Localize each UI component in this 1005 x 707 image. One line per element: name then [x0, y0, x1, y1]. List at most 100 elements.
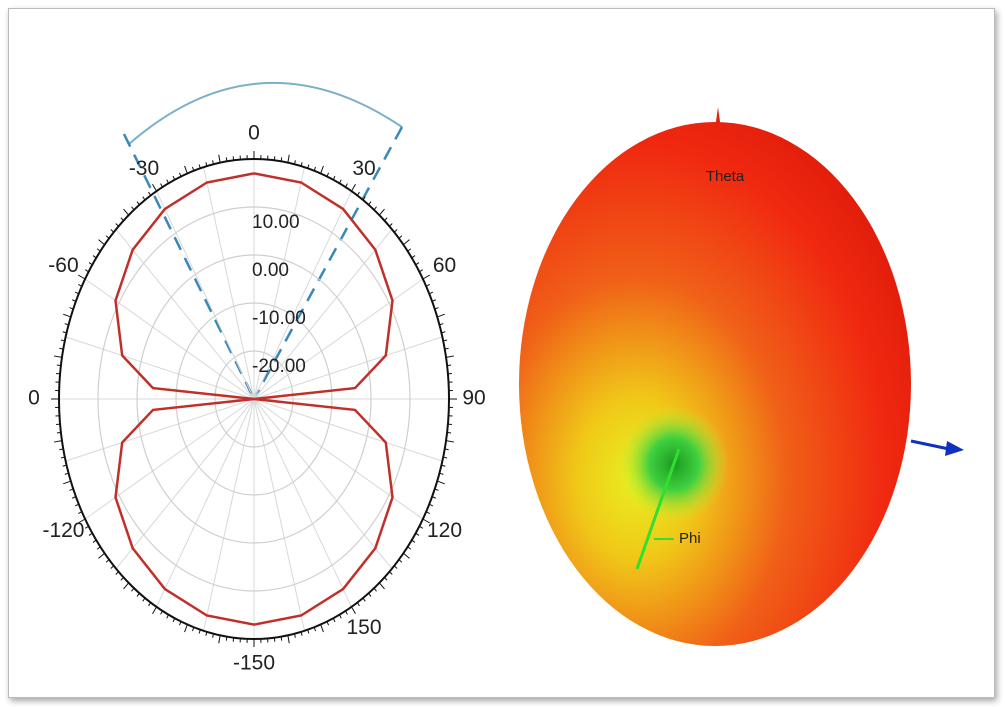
- minor-tick: [327, 173, 328, 177]
- spoke: [254, 399, 352, 607]
- minor-tick: [185, 166, 188, 174]
- minor-tick: [447, 365, 451, 366]
- minor-tick: [143, 598, 145, 601]
- minor-tick: [98, 553, 104, 558]
- minor-tick: [437, 481, 445, 484]
- minor-tick: [121, 577, 124, 580]
- minor-tick: [327, 622, 328, 626]
- minor-tick: [423, 275, 430, 279]
- minor-tick: [394, 566, 397, 569]
- minor-tick: [447, 432, 451, 433]
- minor-tick: [137, 593, 139, 596]
- theta-tick-label: 0: [248, 122, 260, 145]
- r-tick-label: 0.00: [252, 260, 289, 281]
- theta-tick-label: 120: [427, 519, 462, 542]
- minor-tick: [226, 637, 227, 641]
- minor-tick: [54, 441, 62, 442]
- minor-tick: [288, 635, 289, 643]
- minor-tick: [106, 560, 109, 563]
- minor-tick: [374, 207, 376, 210]
- theta-tick-label: -60: [48, 254, 78, 277]
- theta-tick-label: -120: [42, 519, 84, 542]
- theta-tick-label: 150: [346, 616, 381, 639]
- minor-tick: [124, 583, 129, 589]
- minor-tick: [124, 209, 129, 215]
- axis-label: Theta: [706, 168, 745, 185]
- spoke: [85, 399, 254, 519]
- theta-tick-label: -30: [129, 157, 159, 180]
- minor-tick: [153, 607, 157, 614]
- spoke: [254, 279, 423, 399]
- minor-tick: [281, 637, 282, 641]
- minor-tick: [321, 166, 324, 174]
- minor-tick: [111, 566, 114, 569]
- minor-tick: [399, 236, 402, 239]
- minor-tick: [408, 249, 411, 251]
- pattern-3d: Theta Phi: [519, 107, 964, 646]
- minor-tick: [437, 314, 445, 317]
- minor-tick: [63, 314, 71, 317]
- minor-tick: [446, 356, 454, 357]
- minor-tick: [106, 236, 109, 239]
- spoke: [116, 399, 254, 569]
- minor-tick: [352, 184, 356, 191]
- spoke: [85, 279, 254, 399]
- minor-tick: [137, 202, 139, 205]
- minor-tick: [394, 230, 397, 233]
- minor-tick: [153, 184, 157, 191]
- minor-tick: [369, 593, 371, 596]
- spoke: [157, 191, 255, 399]
- minor-tick: [408, 547, 411, 549]
- minor-tick: [288, 155, 289, 163]
- minor-tick: [63, 481, 71, 484]
- minor-tick: [281, 157, 282, 161]
- minor-tick: [446, 441, 454, 442]
- minor-tick: [131, 588, 133, 591]
- minor-tick: [357, 603, 359, 606]
- spoke: [116, 229, 254, 399]
- spoke: [254, 399, 423, 519]
- minor-tick: [389, 572, 392, 575]
- minor-tick: [219, 635, 220, 643]
- chart: Theta Phi 10.000.00-10.00-20.00030609012…: [9, 9, 994, 697]
- minor-tick: [98, 240, 104, 245]
- minor-tick: [111, 230, 114, 233]
- minor-tick: [78, 275, 85, 279]
- r-tick-label: 10.00: [252, 212, 300, 233]
- minor-tick: [116, 572, 119, 575]
- minor-tick: [57, 365, 61, 366]
- minor-tick: [403, 553, 409, 558]
- minor-tick: [352, 607, 356, 614]
- minor-tick: [116, 223, 119, 226]
- minor-tick: [384, 218, 387, 221]
- minor-tick: [149, 603, 151, 606]
- axis-label: Phi: [679, 530, 701, 547]
- minor-tick: [185, 625, 188, 633]
- minor-tick: [179, 173, 180, 177]
- theta-tick-label: 0: [28, 387, 40, 410]
- minor-tick: [226, 157, 227, 161]
- minor-tick: [399, 560, 402, 563]
- minor-tick: [321, 625, 324, 633]
- theta-tick-label: 90: [462, 387, 485, 410]
- minor-tick: [179, 622, 180, 626]
- minor-tick: [143, 197, 145, 200]
- spoke: [254, 399, 392, 569]
- minor-tick: [219, 155, 220, 163]
- minor-tick: [149, 192, 151, 195]
- minor-tick: [379, 583, 384, 589]
- minor-tick: [54, 356, 62, 357]
- minor-tick: [363, 598, 365, 601]
- minor-tick: [369, 202, 371, 205]
- spoke: [157, 399, 255, 607]
- minor-tick: [97, 249, 100, 251]
- minor-tick: [403, 240, 409, 245]
- minor-tick: [374, 588, 376, 591]
- minor-tick: [131, 207, 133, 210]
- theta-tick-label: -150: [233, 652, 275, 675]
- minor-tick: [357, 192, 359, 195]
- minor-tick: [121, 218, 124, 221]
- minor-tick: [379, 209, 384, 215]
- spoke: [204, 167, 254, 399]
